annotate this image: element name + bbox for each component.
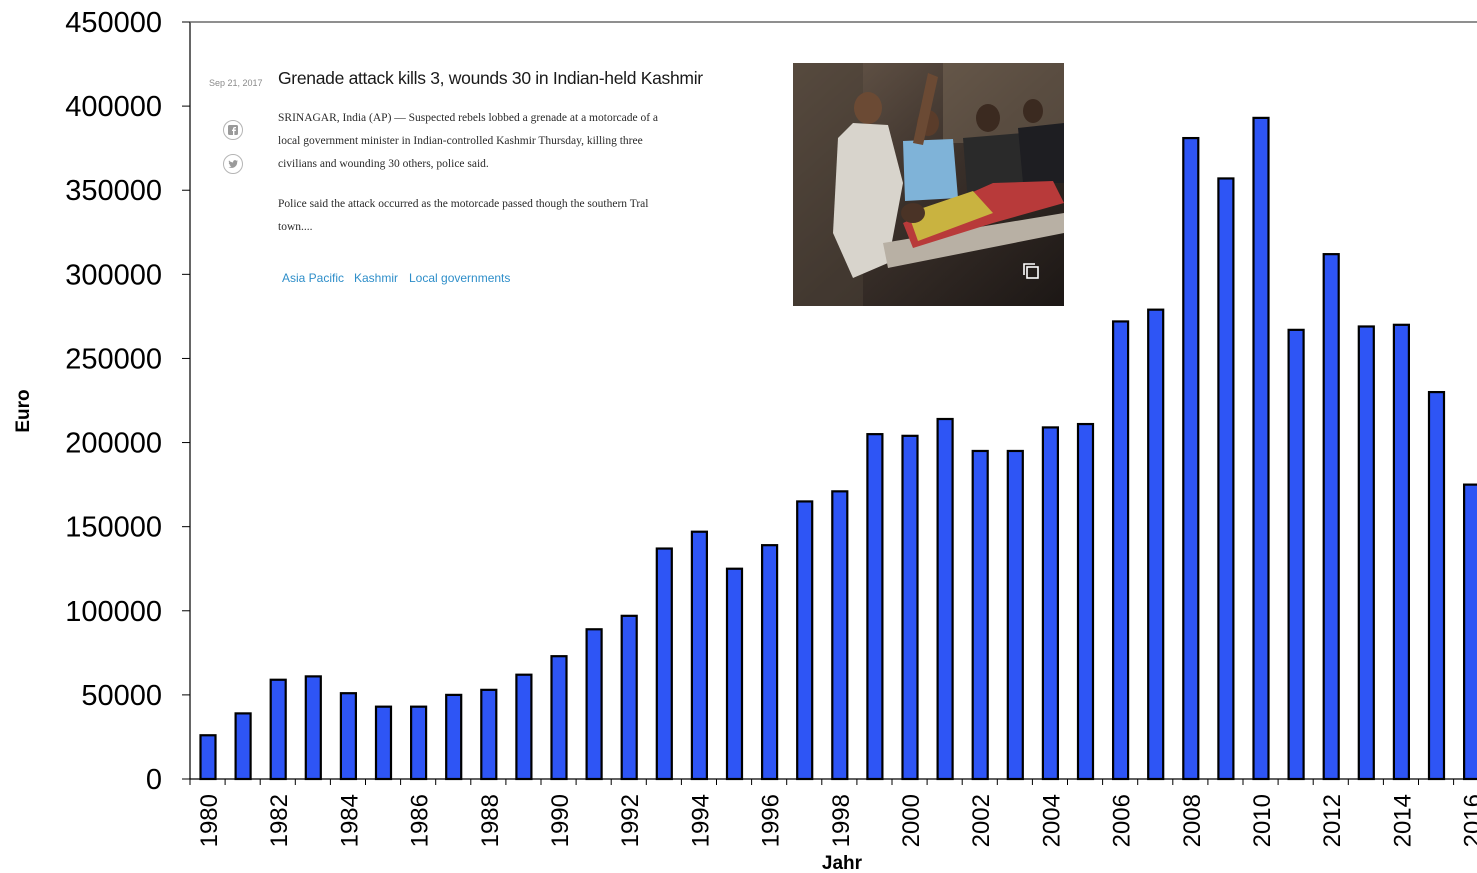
expand-gallery-icon[interactable] (1022, 262, 1040, 280)
x-tick-label: 1980 (196, 794, 223, 847)
tag-kashmir[interactable]: Kashmir (354, 271, 399, 285)
bar-2008 (1182, 136, 1200, 781)
bar-1992 (620, 614, 638, 781)
bar-2011 (1287, 328, 1305, 781)
x-tick-label: 2014 (1389, 794, 1416, 847)
bar-1999 (866, 433, 884, 781)
x-tick-label: 1996 (758, 794, 785, 847)
bar-2006 (1111, 320, 1130, 781)
bar-1982 (269, 678, 287, 781)
news-headline[interactable]: Grenade attack kills 3, wounds 30 in Ind… (278, 68, 703, 88)
bar-1988 (480, 688, 498, 781)
x-tick-label: 1998 (828, 794, 855, 847)
x-tick-label: 1982 (266, 794, 293, 847)
y-tick-label: 0 (146, 764, 162, 796)
news-photo[interactable] (793, 63, 1064, 306)
bar-2013 (1357, 325, 1375, 781)
x-tick-label: 2004 (1038, 794, 1065, 847)
facebook-share-button[interactable] (223, 120, 243, 140)
y-tick-label: 100000 (65, 596, 162, 628)
bar-2014 (1392, 323, 1411, 781)
x-tick-label: 1988 (477, 794, 504, 847)
news-paragraph-1: SRINAGAR, India (AP) — Suspected rebels … (278, 112, 659, 170)
bar-1983 (304, 675, 322, 781)
y-tick-label: 50000 (81, 680, 162, 712)
bar-1996 (760, 544, 779, 781)
bar-2001 (936, 417, 954, 781)
news-date: Sep 21, 2017 (209, 78, 263, 88)
x-axis-title: Jahr (822, 853, 863, 873)
twitter-icon (228, 160, 238, 168)
x-tick-label: 1984 (336, 794, 363, 847)
bar-1990 (550, 655, 568, 781)
y-tick-label: 400000 (65, 91, 162, 123)
bar-2003 (1006, 449, 1024, 781)
x-tick-label: 1994 (687, 794, 714, 847)
y-tick-label: 350000 (65, 175, 162, 207)
y-axis-title: Euro (13, 389, 34, 432)
bar-1981 (234, 712, 252, 781)
chart-bars (199, 116, 1477, 781)
x-tick-label: 2016 (1460, 794, 1477, 847)
bar-1986 (410, 705, 428, 781)
twitter-share-button[interactable] (223, 154, 243, 174)
x-tick-label: 2006 (1109, 794, 1136, 847)
bar-2004 (1041, 426, 1060, 781)
facebook-icon (228, 125, 238, 135)
news-paragraph-2: Police said the attack occurred as the m… (278, 198, 649, 233)
photo-scene (793, 63, 1064, 306)
x-tick-labels: 1980 1982 1984 1986 1988 1990 1992 1994 1996 1998… (196, 794, 1477, 847)
bar-1995 (725, 567, 744, 781)
x-tick-label: 2008 (1179, 794, 1206, 847)
bar-2002 (971, 449, 989, 781)
x-tick-label: 1992 (617, 794, 644, 847)
bar-1985 (374, 705, 393, 781)
bar-2010 (1252, 116, 1270, 781)
x-tick-label: 1986 (407, 794, 434, 847)
tag-asia-pacific[interactable]: Asia Pacific (282, 271, 345, 285)
x-tick-label: 2000 (898, 794, 925, 847)
x-tick-label: 2010 (1249, 794, 1276, 847)
news-card: Sep 21, 2017 Grenade attack kills 3, wou… (205, 62, 1075, 307)
bar-1998 (831, 490, 849, 781)
y-tick-label: 200000 (65, 428, 162, 460)
bar-1993 (655, 547, 673, 781)
bar-1980 (199, 734, 217, 781)
bar-1989 (515, 673, 533, 781)
bar-2015 (1427, 390, 1446, 781)
bar-1991 (585, 628, 603, 781)
bar-1997 (796, 500, 814, 781)
bar-1984 (339, 692, 357, 781)
x-tick-label: 1990 (547, 794, 574, 847)
bar-1987 (445, 693, 463, 781)
bar-2000 (901, 434, 919, 781)
bar-2009 (1217, 177, 1235, 781)
bar-2016 (1462, 483, 1477, 781)
bar-2005 (1076, 422, 1095, 781)
y-tick-label: 250000 (65, 343, 162, 375)
x-tick-label: 2002 (968, 794, 995, 847)
y-tick-label: 150000 (65, 512, 162, 544)
tag-local-governments[interactable]: Local governments (409, 271, 511, 285)
y-tick-labels: 0 50000 100000 150000 200000 250000 300000 3500… (65, 7, 162, 796)
y-tick-label: 300000 (65, 259, 162, 291)
x-tick-label: 2012 (1319, 794, 1346, 847)
bar-2012 (1322, 253, 1340, 781)
bar-2007 (1147, 308, 1165, 781)
bar-1994 (690, 530, 709, 781)
y-tick-label: 450000 (65, 7, 162, 39)
